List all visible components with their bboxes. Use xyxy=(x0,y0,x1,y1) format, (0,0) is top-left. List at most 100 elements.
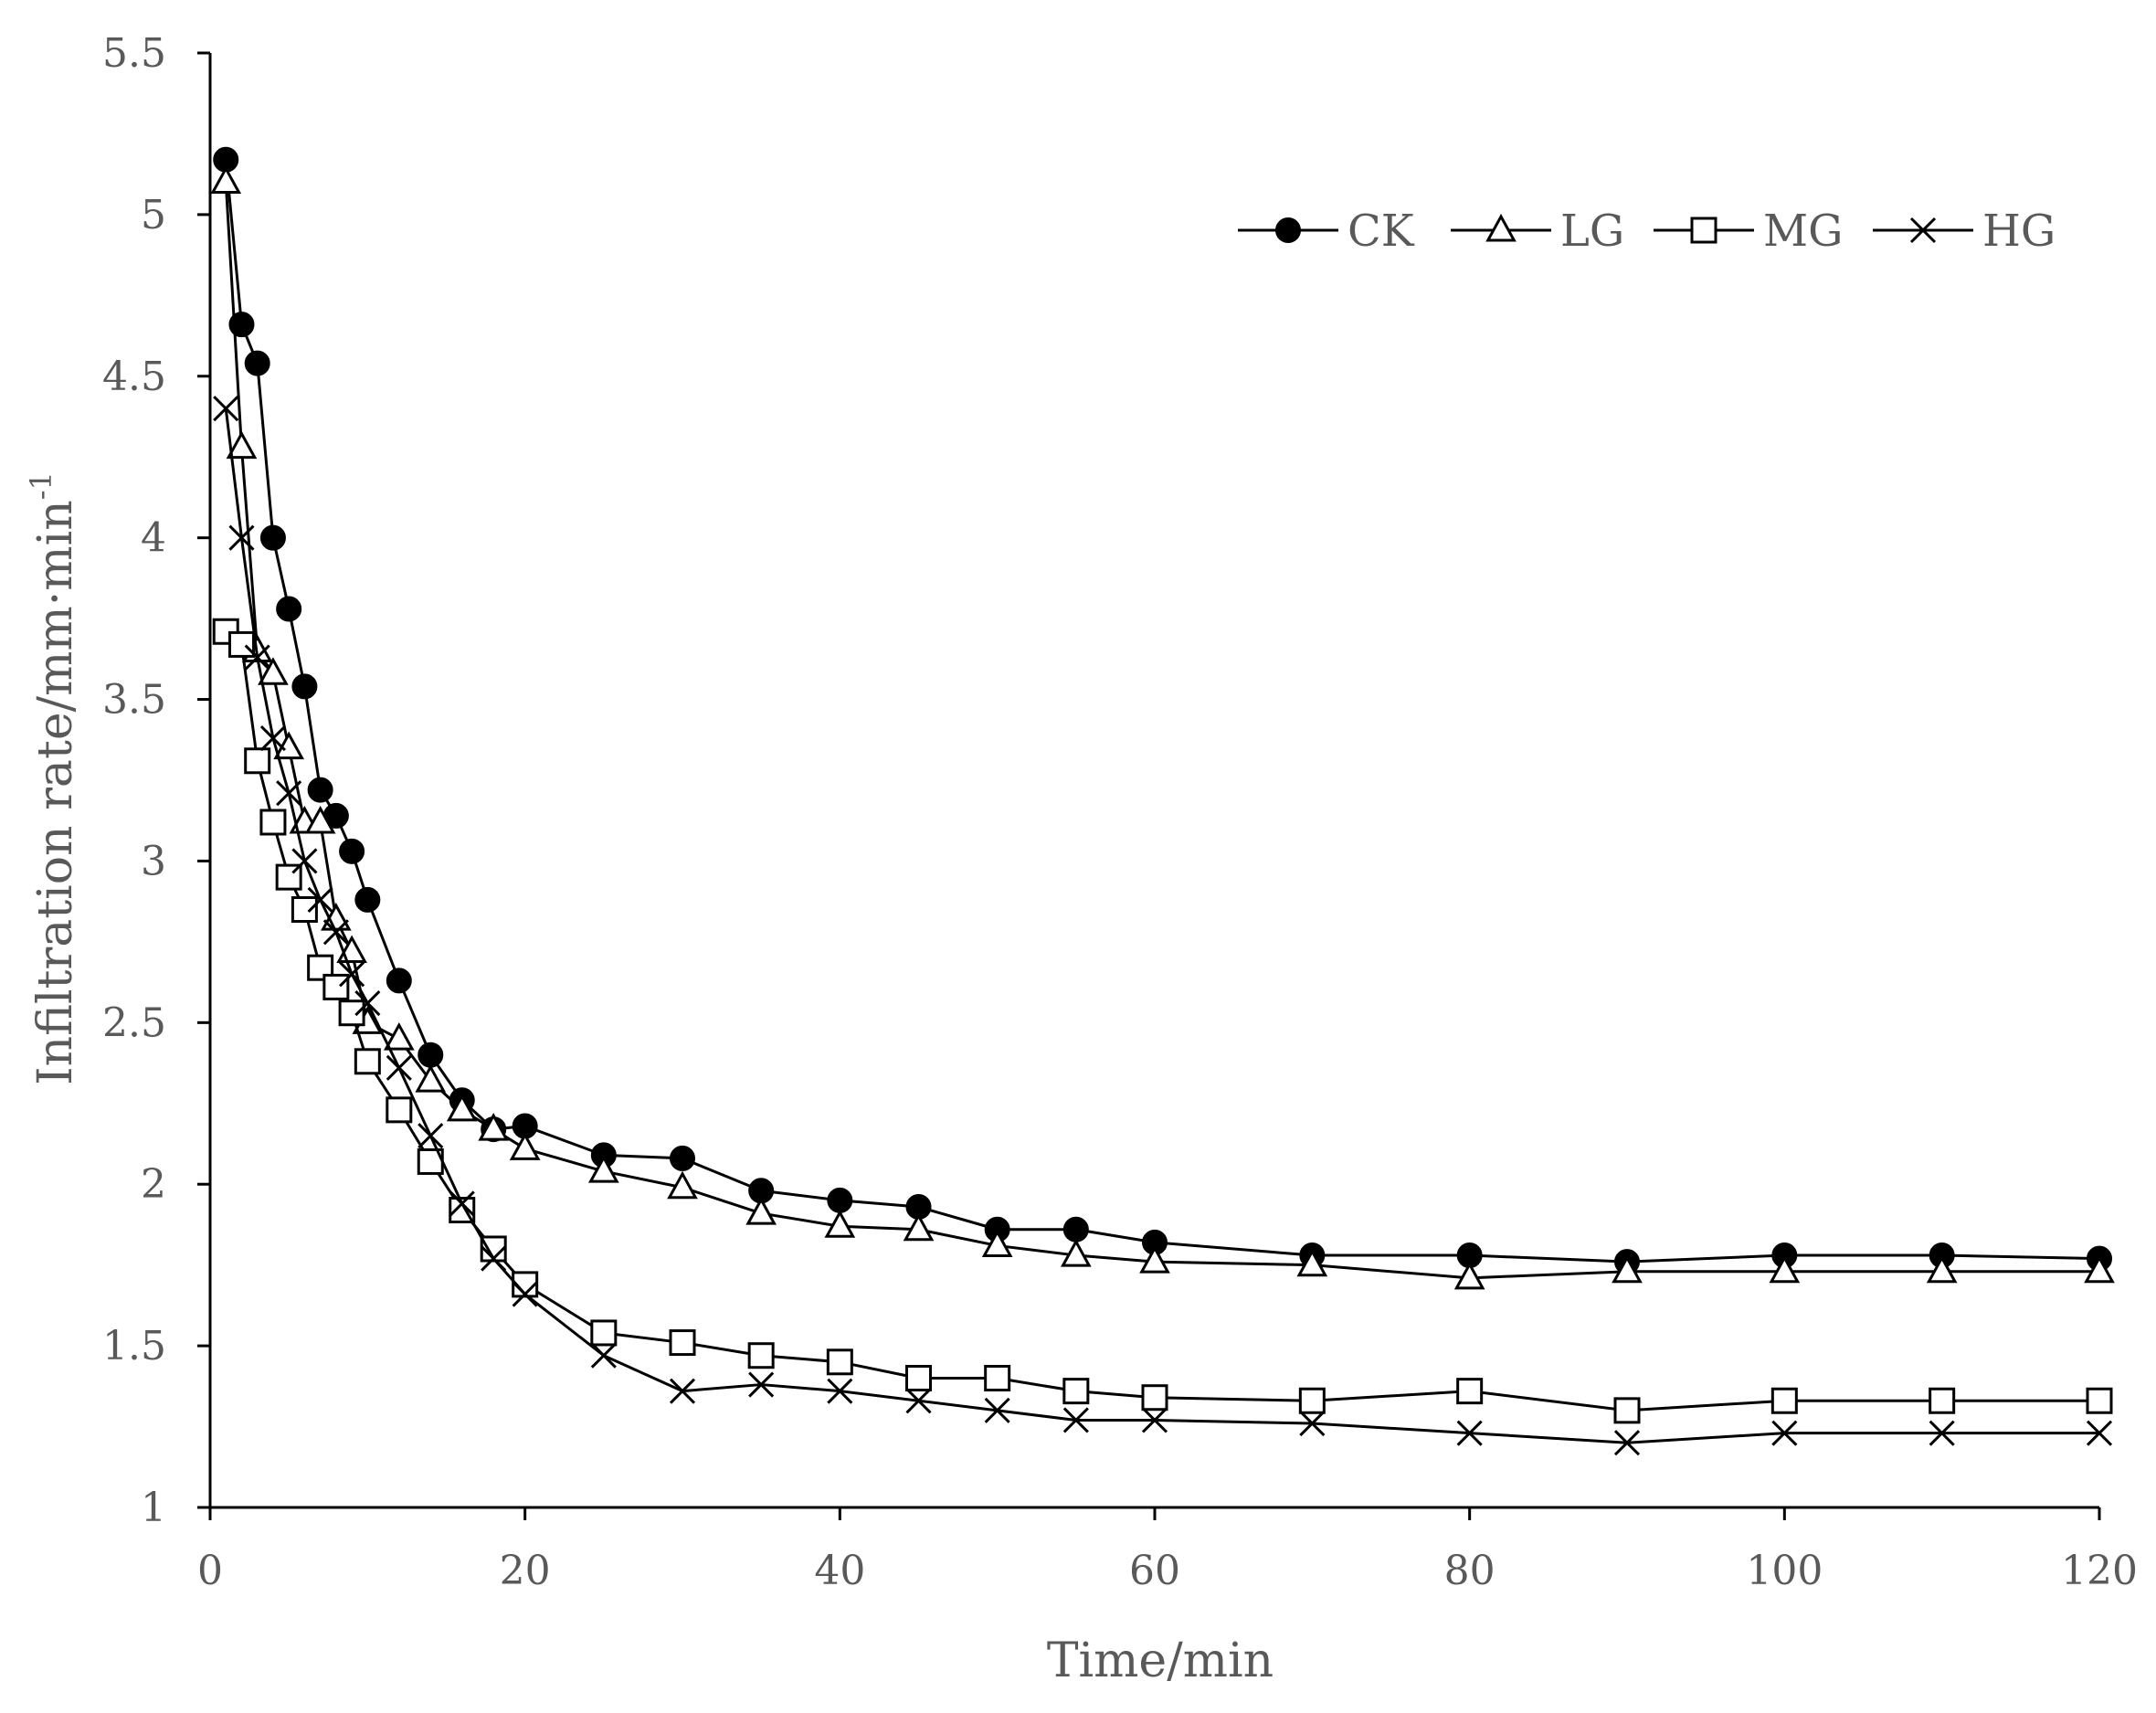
series-hg-point xyxy=(259,724,286,752)
series-mg-point xyxy=(2086,1387,2113,1414)
series-lg-point xyxy=(1926,1254,1958,1284)
series-hg-point xyxy=(984,1397,1010,1423)
series-lg-point xyxy=(446,1093,478,1122)
series-mg-point xyxy=(322,973,350,1000)
series-hg-point-stroke xyxy=(481,1245,507,1272)
series-lg xyxy=(210,165,2115,1290)
y-tick-label: 1 xyxy=(141,1485,166,1531)
series-hg-point xyxy=(1456,1420,1483,1446)
series-mg-line xyxy=(225,630,2099,1412)
series-lg-point xyxy=(1139,1245,1170,1274)
series-ck xyxy=(213,146,2112,1275)
series-hg-point-stroke xyxy=(590,1342,617,1369)
series-lg-point xyxy=(210,165,242,195)
series-lg-point xyxy=(1612,1254,1643,1284)
series-lg-point xyxy=(1296,1248,1328,1277)
series-mg-point xyxy=(984,1364,1011,1391)
series-lg-point xyxy=(981,1229,1013,1257)
series-ck-point xyxy=(276,596,302,622)
series-hg-point xyxy=(322,919,349,946)
axes: 1 1.5 2 2.5 3 3.5 4 4.5 5 5.5 0 20 40 60 80 100 120 xyxy=(102,30,2138,1594)
series-mg-point xyxy=(1770,1387,1798,1414)
series-ck-point xyxy=(417,1042,444,1068)
y-tick-label: 2.5 xyxy=(102,999,166,1046)
series-mg-point xyxy=(905,1364,932,1391)
series-lg-point xyxy=(824,1210,856,1238)
series-hg-point xyxy=(512,1281,538,1307)
series-hg-point-stroke xyxy=(1299,1410,1326,1437)
series-hg-point-stroke xyxy=(276,780,302,807)
series-hg-point xyxy=(1299,1410,1326,1437)
series-hg-point-stroke xyxy=(1456,1420,1483,1446)
series-ck-point xyxy=(307,777,333,803)
series-mg-point xyxy=(291,896,318,924)
series-hg-point-stroke xyxy=(2086,1420,2113,1446)
series-mg xyxy=(212,618,2113,1424)
series-hg-point xyxy=(291,848,318,874)
series-lg-point xyxy=(1453,1261,1485,1290)
series-ck-point xyxy=(354,886,381,913)
x-tick-label: 20 xyxy=(500,1548,551,1594)
series-hg-point-stroke xyxy=(827,1378,853,1404)
series-hg-point xyxy=(481,1245,507,1272)
series-hg-point xyxy=(417,1123,444,1149)
series-mg-point xyxy=(1062,1378,1090,1405)
series-hg-point xyxy=(307,886,333,913)
y-tick-label: 5.5 xyxy=(102,30,166,77)
series-lg-point xyxy=(1060,1238,1092,1267)
legend-marker-ck xyxy=(1275,217,1301,243)
series-hg-point-stroke xyxy=(417,1123,444,1149)
series-hg-point xyxy=(276,780,302,807)
series-ck-point xyxy=(259,524,286,551)
legend-item-hg: HG xyxy=(1873,206,2056,257)
series-hg-point xyxy=(1141,1407,1168,1433)
series-lg-point xyxy=(478,1113,510,1141)
y-tick-label: 3.5 xyxy=(102,677,166,724)
x-tick-label: 80 xyxy=(1444,1548,1495,1594)
y-tick-label: 5 xyxy=(141,192,166,238)
y-axis-title-superscript: -1 xyxy=(24,471,58,500)
series-hg-point xyxy=(905,1388,932,1414)
series-hg-point-stroke xyxy=(1062,1407,1089,1433)
series-mg-point xyxy=(244,747,271,775)
series-mg-point xyxy=(1298,1387,1326,1414)
series-mg-point xyxy=(1613,1397,1641,1424)
series-ck-point xyxy=(291,673,318,700)
legend-item-mg: MG xyxy=(1654,206,1844,257)
y-tick-label: 3 xyxy=(141,838,166,884)
series-hg-point xyxy=(1929,1420,1955,1446)
series-hg-point-stroke xyxy=(1929,1420,1955,1446)
series-lg-point xyxy=(667,1170,698,1200)
series-mg-point xyxy=(227,630,255,658)
series-hg-point-stroke xyxy=(291,848,318,874)
x-tick-label: 60 xyxy=(1129,1548,1180,1594)
series-hg-point xyxy=(669,1378,696,1404)
series-hg-point-stroke xyxy=(228,524,255,551)
series-hg-point xyxy=(827,1378,853,1404)
series-lg-point xyxy=(509,1132,541,1160)
x-tick-label: 40 xyxy=(814,1548,865,1594)
series-hg-point-stroke xyxy=(449,1190,475,1217)
y-tick-label: 4 xyxy=(141,515,166,562)
series-hg-point-stroke xyxy=(244,644,270,671)
series-lg-point xyxy=(226,430,258,460)
series-layer xyxy=(210,146,2115,1456)
series-ck-line xyxy=(224,159,2100,1264)
series-hg-point-stroke xyxy=(748,1371,775,1398)
series-hg-point xyxy=(228,524,255,551)
x-tick-label: 100 xyxy=(1746,1548,1823,1594)
y-tick-label: 4.5 xyxy=(102,354,166,400)
legend-marker-mg xyxy=(1690,217,1717,244)
series-hg-point xyxy=(244,644,270,671)
series-hg-point xyxy=(213,396,239,422)
series-mg-point xyxy=(275,863,302,891)
series-ck-point xyxy=(244,350,270,376)
series-mg-point xyxy=(826,1348,853,1376)
series-hg-point-stroke xyxy=(386,1054,412,1081)
legend-label-hg: HG xyxy=(1982,206,2056,257)
series-hg-point-stroke xyxy=(307,886,333,913)
series-hg-point xyxy=(1613,1430,1641,1456)
series-hg-point xyxy=(748,1371,775,1398)
